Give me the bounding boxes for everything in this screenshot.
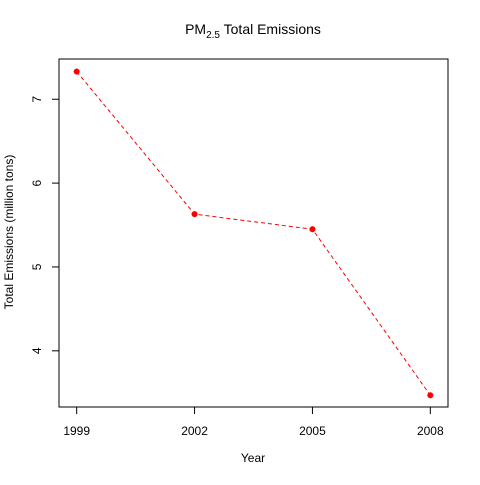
chart-title: PM2.5 Total Emissions — [185, 21, 321, 41]
chart-title-subscript: 2.5 — [206, 30, 220, 41]
chart-title-rest: Total Emissions — [220, 21, 321, 37]
x-tick-label: 2008 — [417, 424, 444, 438]
data-point — [309, 226, 316, 233]
y-tick-label: 6 — [30, 179, 44, 186]
x-tick-label: 2005 — [299, 424, 326, 438]
series-layer — [73, 68, 434, 399]
y-tick-label: 4 — [30, 347, 44, 354]
x-axis-title: Year — [241, 451, 265, 465]
chart-title-main: PM — [185, 21, 206, 37]
y-axis: 4 5 6 7 — [30, 96, 60, 354]
series-line — [76, 71, 431, 396]
x-tick-label: 2002 — [181, 424, 208, 438]
data-point — [427, 392, 434, 399]
x-tick-label: 1999 — [63, 424, 90, 438]
y-tick-label: 7 — [30, 96, 44, 103]
x-axis: 1999 2002 2005 2008 — [63, 406, 444, 438]
y-tick-label: 5 — [30, 263, 44, 270]
data-point — [191, 211, 198, 218]
plot-frame — [58, 58, 449, 408]
data-point — [73, 68, 80, 75]
y-axis-title: Total Emissions (million tons) — [2, 155, 16, 310]
